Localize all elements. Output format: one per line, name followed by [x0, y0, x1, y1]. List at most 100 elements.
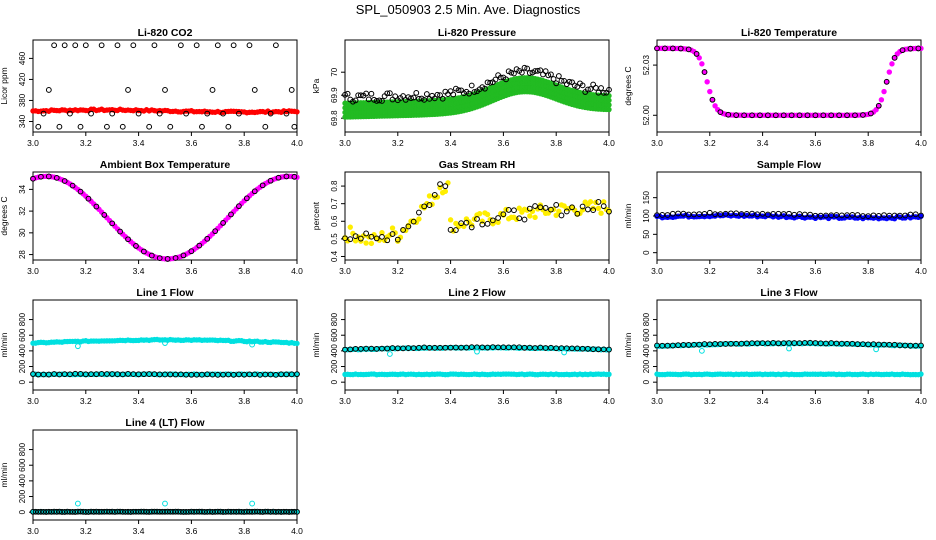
data-point [98, 42, 105, 49]
data-point [553, 80, 560, 87]
data-point [558, 77, 565, 84]
data-point [204, 110, 211, 117]
data-point [416, 344, 422, 351]
data-point [376, 97, 383, 104]
data-point [151, 42, 158, 49]
y-tick-label: 30 [18, 228, 27, 237]
data-point [717, 109, 724, 115]
x-tick-label: 3.2 [80, 138, 92, 148]
data-point [294, 508, 300, 515]
data-point [569, 204, 575, 211]
data-point [526, 205, 533, 212]
data-point [606, 346, 612, 353]
data-point [532, 345, 538, 351]
data-point [537, 204, 544, 211]
data-point [61, 42, 68, 49]
data-point [40, 110, 47, 117]
data-point [69, 182, 76, 189]
data-point [214, 42, 221, 49]
data-point [550, 76, 557, 82]
data-point [405, 223, 412, 230]
x-tick-label: 4.0 [915, 266, 927, 276]
data-point [251, 87, 258, 93]
data-point [707, 88, 713, 95]
data-point [870, 212, 877, 219]
y-tick-label: 150 [642, 190, 651, 204]
data-point [468, 82, 475, 89]
data-point [487, 79, 494, 86]
data-point [447, 217, 454, 223]
y-tick-label: 28 [18, 250, 27, 259]
data-point [352, 97, 359, 104]
data-point [479, 221, 486, 228]
data-point [556, 208, 562, 215]
data-point [907, 45, 914, 52]
data-point [452, 227, 459, 233]
x-tick-label: 3.0 [651, 266, 663, 276]
data-point [267, 110, 274, 117]
data-point [463, 344, 470, 351]
data-point [764, 112, 771, 119]
data-point [873, 346, 880, 353]
plot-frame [344, 299, 610, 391]
x-tick-label: 3.8 [862, 266, 874, 276]
y-axis-label: ml/min [623, 203, 633, 228]
x-tick-label: 3.6 [185, 138, 197, 148]
y-tick-label: 600 [642, 328, 651, 342]
data-point [368, 233, 375, 240]
data-point [701, 69, 708, 75]
y-tick-label: 380 [18, 93, 27, 107]
data-point [592, 84, 599, 91]
data-point [542, 205, 549, 211]
data-point [196, 242, 203, 249]
chart-title: Sample Flow [757, 159, 822, 171]
data-point [521, 64, 528, 71]
data-point [574, 210, 581, 217]
data-point [780, 112, 787, 119]
y-tick-label: 800 [642, 312, 651, 326]
data-point [579, 203, 586, 210]
data-point [379, 98, 385, 104]
y-tick-label: 600 [18, 458, 27, 472]
chart-rh: Gas Stream RH percent 3.0 3.2 3.4 3.6 3.8 4.0 0.… [311, 159, 615, 276]
data-point [754, 211, 761, 218]
data-point [677, 45, 684, 52]
data-point [699, 61, 705, 67]
y-tick-label: 34 [18, 184, 27, 193]
data-point [886, 69, 893, 75]
data-point [468, 224, 475, 231]
x-tick-label: 3.0 [27, 266, 39, 276]
x-tick-label: 3.2 [392, 396, 404, 406]
data-point [183, 110, 190, 117]
x-tick-label: 3.8 [550, 266, 562, 276]
data-point [796, 211, 803, 217]
data-point [365, 96, 372, 103]
data-point [532, 68, 538, 74]
x-tick-label: 3.0 [651, 396, 663, 406]
data-point [230, 42, 237, 49]
chart-co2: Li-820 CO2 Licor ppm 3.0 3.2 3.4 3.6 3.8 4.0 340… [0, 27, 303, 148]
data-point [881, 88, 887, 95]
y-tick-label: 200 [330, 359, 339, 373]
data-point [875, 102, 882, 109]
x-tick-label: 4.0 [603, 266, 615, 276]
x-tick-label: 3.4 [757, 266, 769, 276]
data-point [167, 123, 174, 130]
data-point [606, 97, 612, 104]
y-tick-label: 0.6 [330, 215, 339, 227]
data-point [193, 42, 200, 49]
data-point [130, 42, 137, 49]
x-tick-label: 3.8 [238, 526, 250, 536]
data-point [706, 209, 713, 216]
data-point [386, 351, 393, 357]
data-point [812, 112, 819, 119]
data-point [294, 371, 300, 378]
data-point [474, 348, 480, 355]
data-point [804, 112, 811, 119]
x-tick-label: 3.4 [445, 396, 457, 406]
data-point [288, 87, 295, 93]
data-point [61, 178, 68, 184]
y-tick-label: 800 [18, 312, 27, 326]
data-point [45, 87, 52, 93]
data-point [918, 371, 924, 377]
